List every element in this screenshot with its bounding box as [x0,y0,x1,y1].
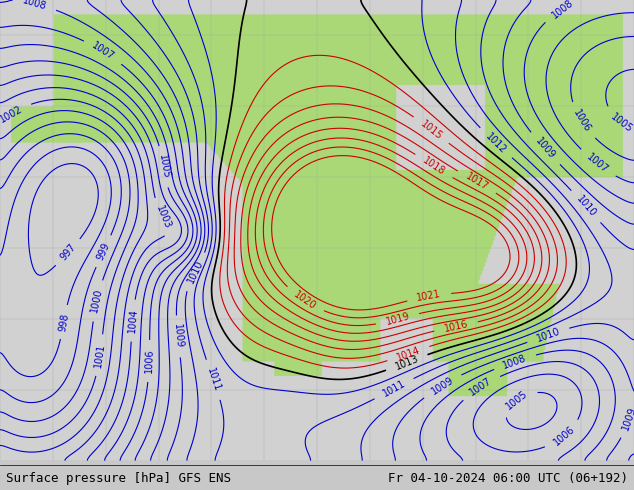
Text: 1015: 1015 [418,119,444,142]
Text: 1016: 1016 [443,319,469,334]
Text: 1010: 1010 [535,326,562,344]
Text: 1009: 1009 [533,136,557,161]
Text: Surface pressure [hPa] GFS ENS: Surface pressure [hPa] GFS ENS [6,472,231,485]
Text: 1007: 1007 [468,376,494,398]
Text: Fr 04-10-2024 06:00 UTC (06+192): Fr 04-10-2024 06:00 UTC (06+192) [387,472,628,485]
Text: 1018: 1018 [421,155,447,177]
Text: 1011: 1011 [205,367,222,393]
Text: 1006: 1006 [571,108,592,134]
Text: 998: 998 [57,312,70,332]
Text: 1007: 1007 [90,41,116,63]
Text: 1005: 1005 [504,389,529,412]
Text: 1019: 1019 [384,311,411,327]
Text: 1007: 1007 [585,152,610,175]
Text: 1017: 1017 [464,172,490,193]
Text: 1005: 1005 [157,154,171,180]
Text: 1006: 1006 [144,348,155,373]
Text: 997: 997 [58,242,78,263]
Text: 1006: 1006 [552,424,576,448]
Text: 1005: 1005 [609,112,634,134]
Text: 999: 999 [95,241,112,262]
Text: 1013: 1013 [394,353,420,372]
Text: 1009: 1009 [429,375,455,396]
Text: 1010: 1010 [574,194,598,219]
Text: 1003: 1003 [155,204,173,230]
Text: 1011: 1011 [381,378,407,399]
Text: 1014: 1014 [395,344,422,363]
Text: 1002: 1002 [0,103,25,124]
Text: 1021: 1021 [416,289,442,303]
Text: 1000: 1000 [89,288,105,314]
Text: 1008: 1008 [501,353,528,370]
Text: 1009: 1009 [621,405,634,431]
Text: 1009: 1009 [172,324,184,349]
Text: 1001: 1001 [93,343,107,368]
Text: 1008: 1008 [22,0,48,12]
Text: 1012: 1012 [484,131,508,155]
Text: 1008: 1008 [550,0,575,21]
Text: 1010: 1010 [186,259,205,285]
Text: 1020: 1020 [292,289,318,312]
Text: 1004: 1004 [127,308,139,333]
